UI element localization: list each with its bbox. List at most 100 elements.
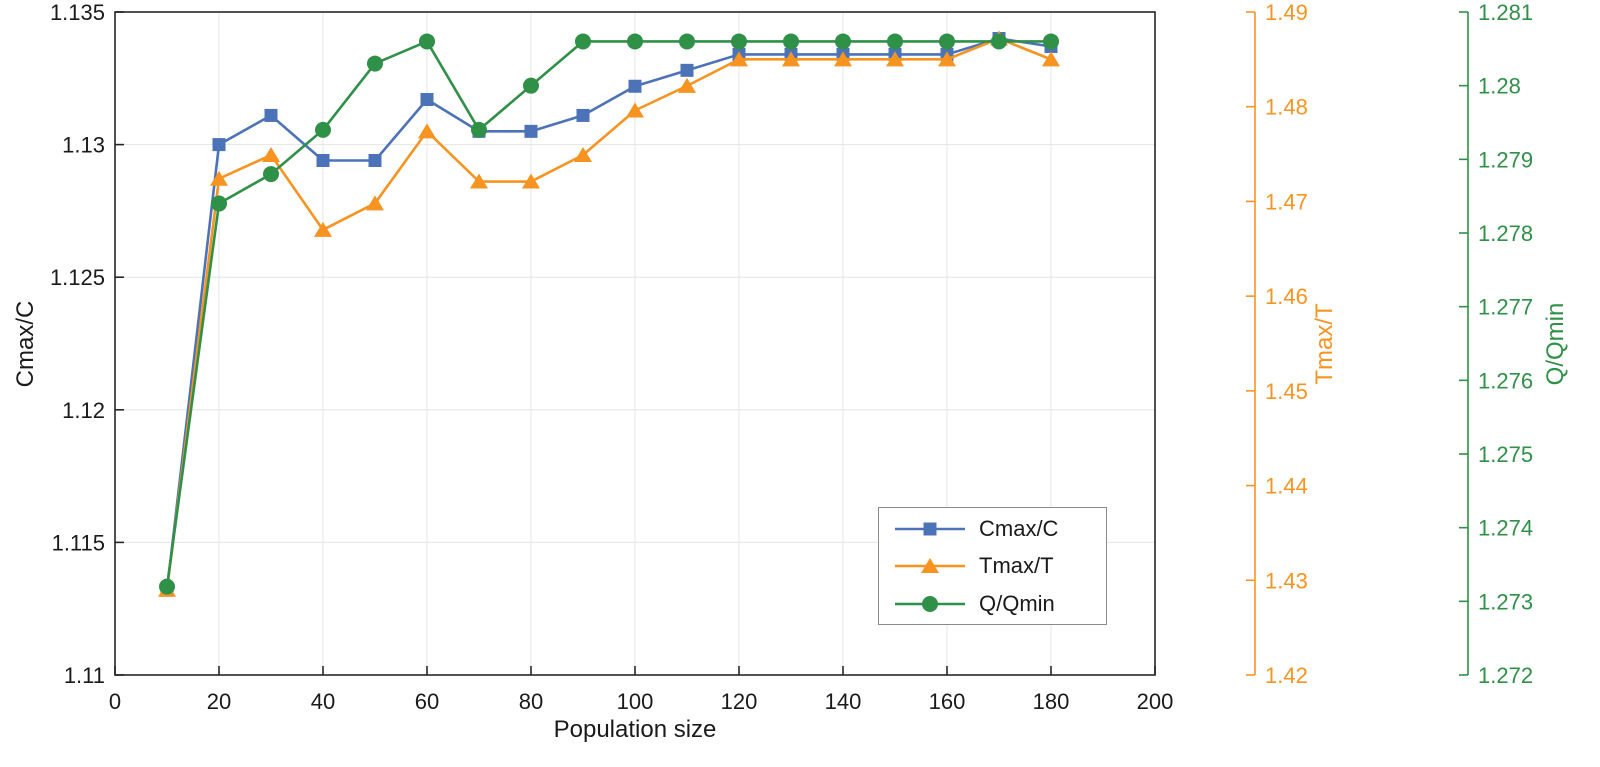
y-tick-label: 1.44 [1265, 474, 1308, 499]
x-tick-label: 60 [415, 689, 439, 714]
marker-circle [731, 33, 747, 50]
x-tick-label: 180 [1033, 689, 1070, 714]
marker-square [316, 154, 330, 168]
y-axis-label-qmin: Q/Qmin [1542, 302, 1569, 386]
y-tick-label: 1.42 [1265, 663, 1308, 688]
y-tick-label: 1.125 [50, 265, 105, 290]
legend-marker-square-icon [891, 516, 969, 542]
legend-label: Q/Qmin [979, 590, 1055, 616]
marker-square [212, 138, 226, 152]
marker-square [368, 154, 382, 168]
marker-circle [1043, 33, 1059, 50]
marker-circle [991, 33, 1007, 50]
legend-marker-circle-icon [891, 591, 969, 617]
y-tick-label: 1.46 [1265, 284, 1308, 309]
legend-entry-qmin: Q/Qmin [879, 587, 1106, 621]
y-tick-label: 1.43 [1265, 568, 1308, 593]
marker-circle [367, 55, 383, 72]
y-tick-label: 1.277 [1478, 295, 1533, 320]
x-tick-label: 200 [1137, 689, 1174, 714]
series-line [165, 40, 1051, 587]
marker-square [264, 108, 278, 122]
legend-marker-triangle-icon [891, 553, 969, 579]
y-tick-label: 1.279 [1478, 147, 1533, 172]
y-tick-label: 1.275 [1478, 442, 1533, 467]
marker-triangle [366, 195, 384, 211]
legend-label: Tmax/T [979, 553, 1054, 578]
y-tick-label: 1.276 [1478, 368, 1533, 393]
x-tick-label: 160 [929, 689, 966, 714]
y-tick-label: 1.13 [62, 133, 105, 158]
y-tick-label: 1.12 [62, 398, 105, 423]
marker-circle [159, 578, 175, 595]
x-tick-label: 20 [207, 689, 231, 714]
y-tick-label: 1.278 [1478, 221, 1533, 246]
x-tick-label: 80 [519, 689, 543, 714]
x-axis-label: Population size [553, 716, 717, 743]
marker-square [628, 79, 642, 93]
marker-circle [679, 33, 695, 50]
y-tick-label: 1.49 [1265, 0, 1308, 25]
marker-square [680, 63, 694, 77]
marker-circle [939, 33, 955, 50]
x-tick-label: 100 [617, 689, 654, 714]
y-axis-left-ticks: 1.11 1.115 1.12 1.125 1.13 1.135 [50, 0, 124, 688]
marker-triangle [678, 77, 696, 93]
y-tick-label: 1.272 [1478, 663, 1533, 688]
x-tick-label: 140 [825, 689, 862, 714]
marker-circle [211, 195, 227, 212]
marker-triangle [886, 51, 904, 67]
y-tick-label: 1.47 [1265, 189, 1308, 214]
legend-entry-tmax: Tmax/T [879, 549, 1106, 583]
marker-circle [523, 77, 539, 94]
y-axis-qmin: 1.272 1.273 1.274 1.275 1.276 1.277 1.278 1.279… [1459, 0, 1533, 688]
x-axis-ticks: 0 20 40 60 80 100 120 140 160 180 200 [109, 666, 1173, 714]
marker-square [576, 108, 590, 122]
marker-square [420, 93, 434, 107]
x-tick-label: 40 [311, 689, 335, 714]
x-tick-label: 0 [109, 689, 121, 714]
marker-triangle [522, 173, 540, 189]
y-tick-label: 1.281 [1478, 0, 1533, 25]
y-tick-label: 1.115 [52, 530, 105, 555]
marker-circle [835, 33, 851, 50]
y-axis-label-left: Cmax/C [12, 300, 39, 388]
legend-entry-cmax: Cmax/C [879, 512, 1106, 546]
y-tick-label: 1.273 [1478, 589, 1533, 614]
y-tick-label: 1.48 [1265, 95, 1308, 120]
y-tick-label: 1.28 [1478, 74, 1521, 99]
marker-triangle [938, 51, 956, 67]
marker-triangle [834, 51, 852, 67]
marker-circle [887, 33, 903, 50]
marker-triangle [626, 102, 644, 118]
marker-triangle [210, 170, 228, 186]
y-tick-label: 1.11 [64, 663, 105, 688]
marker-square [524, 124, 538, 138]
marker-circle [263, 166, 279, 183]
legend-label: Cmax/C [979, 515, 1059, 541]
y-tick-label: 1.274 [1478, 516, 1533, 541]
y-axis-tmax: 1.42 1.43 1.44 1.45 1.46 1.47 1.48 1.49 [1246, 0, 1308, 688]
marker-triangle [730, 51, 748, 67]
x-tick-label: 120 [721, 689, 758, 714]
marker-triangle [418, 123, 436, 139]
marker-triangle [782, 51, 800, 67]
legend: Cmax/C Tmax/T Q/Qmin [878, 507, 1107, 625]
series-line [165, 37, 1052, 591]
y-tick-label: 1.135 [50, 0, 105, 25]
y-axis-label-tmax: Tmax/T [1311, 303, 1338, 385]
series-line [165, 37, 1052, 590]
y-tick-label: 1.45 [1265, 379, 1308, 404]
marker-triangle [574, 147, 592, 163]
marker-triangle [314, 221, 332, 237]
marker-circle [627, 33, 643, 50]
marker-triangle [1042, 51, 1060, 67]
marker-triangle [470, 173, 488, 189]
marker-circle [575, 33, 591, 50]
series-circle [159, 33, 1059, 595]
marker-circle [419, 33, 435, 50]
marker-circle [471, 121, 487, 138]
marker-circle [315, 121, 331, 138]
